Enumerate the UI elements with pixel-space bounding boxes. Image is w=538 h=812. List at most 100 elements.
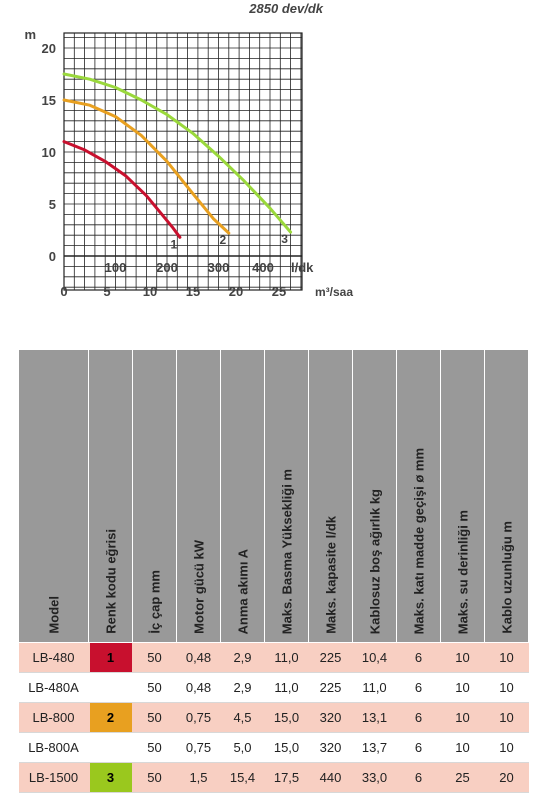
column-header-label: Maks. katı madde geçişi ø mm [411, 447, 426, 634]
cell-basma: 11,0 [264, 672, 309, 703]
cell-kati: 6 [396, 672, 441, 703]
column-header: Maks. su derinliği m [440, 349, 485, 643]
cell-derinlik: 10 [440, 672, 485, 703]
color-code-badge: 2 [89, 703, 132, 732]
cell-kapasite: 320 [308, 702, 353, 733]
series-curve-1 [62, 140, 182, 239]
color-code-badge: 3 [89, 763, 132, 792]
x-tick-label-lpm: 100 [105, 260, 127, 275]
cell-ic_cap: 50 [132, 732, 177, 763]
cell-model: LB-480A [18, 672, 89, 703]
cell-ic_cap: 50 [132, 702, 177, 733]
cell-model: LB-1500 [18, 762, 89, 793]
x-tick-label-m3h: 10 [143, 284, 157, 299]
table-row: LB-800A 50 0,75 5,0 15,0 320 13,7 6 10 10 [18, 732, 529, 763]
x-tick-label-m3h: 0 [60, 284, 67, 299]
x-tick-label-m3h: 20 [229, 284, 243, 299]
column-header: Maks. Basma Yüksekliği m [264, 349, 309, 643]
table-header-row: Model Renk kodu eğrisi İç çap mm Motor gücü… [18, 349, 529, 643]
cell-motor: 0,48 [176, 672, 221, 703]
x-tick-label-m3h: 5 [103, 284, 110, 299]
y-tick-label: 0 [49, 249, 56, 264]
column-header: Motor gücü kW [176, 349, 221, 643]
cell-basma: 11,0 [264, 642, 309, 673]
column-header-label: Motor gücü kW [191, 540, 206, 634]
x-tick-labels-lpm: 100 200 300 400 [105, 260, 274, 275]
cell-akim: 5,0 [220, 732, 265, 763]
cell-code: 2 [88, 702, 133, 733]
x-tick-label-m3h: 15 [186, 284, 200, 299]
y-tick-label: 5 [49, 197, 56, 212]
table-row: LB-480 1 50 0,48 2,9 11,0 225 10,4 6 10 10 [18, 642, 529, 673]
cell-ic_cap: 50 [132, 762, 177, 793]
cell-kapasite: 225 [308, 642, 353, 673]
table-row: LB-800 2 50 0,75 4,5 15,0 320 13,1 6 10 10 [18, 702, 529, 733]
column-header: İç çap mm [132, 349, 177, 643]
cell-akim: 2,9 [220, 672, 265, 703]
x-tick-label-lpm: 200 [156, 260, 178, 275]
column-header: Kablo uzunluğu m [484, 349, 529, 643]
series-label-3: 3 [281, 232, 288, 246]
x-tick-labels-m3h: 0 5 10 15 20 25 [60, 284, 286, 299]
column-header: Anma akımı A [220, 349, 265, 643]
cell-kablo: 10 [484, 642, 529, 673]
cell-agirlik: 11,0 [352, 672, 397, 703]
cell-kati: 6 [396, 732, 441, 763]
series-label-2: 2 [219, 233, 226, 247]
cell-model: LB-480 [18, 642, 89, 673]
cell-agirlik: 10,4 [352, 642, 397, 673]
chart-series: 1 2 3 [62, 72, 293, 251]
cell-kapasite: 440 [308, 762, 353, 793]
column-header: Kablosuz boş ağırlık kg [352, 349, 397, 643]
column-header-label: Maks. Basma Yüksekliği m [279, 468, 294, 634]
pump-spec-table: Model Renk kodu eğrisi İç çap mm Motor gücü… [18, 349, 529, 793]
chart-title: 2850 dev/dk [248, 1, 323, 16]
cell-derinlik: 10 [440, 642, 485, 673]
cell-derinlik: 10 [440, 732, 485, 763]
cell-agirlik: 13,1 [352, 702, 397, 733]
column-header-label: İç çap mm [147, 570, 162, 634]
cell-kablo: 20 [484, 762, 529, 793]
cell-kati: 6 [396, 702, 441, 733]
cell-akim: 4,5 [220, 702, 265, 733]
column-header-label: Renk kodu eğrisi [103, 529, 118, 634]
x-tick-label-lpm: 300 [208, 260, 230, 275]
cell-ic_cap: 50 [132, 672, 177, 703]
cell-code [88, 672, 133, 703]
cell-kati: 6 [396, 762, 441, 793]
series-label-1: 1 [171, 237, 178, 251]
y-tick-label: 15 [42, 93, 56, 108]
cell-akim: 2,9 [220, 642, 265, 673]
cell-motor: 0,48 [176, 642, 221, 673]
table-body: LB-480 1 50 0,48 2,9 11,0 225 10,4 6 10 10 LB-480A 5… [18, 642, 529, 793]
cell-motor: 0,75 [176, 702, 221, 733]
column-header: Model [18, 349, 89, 643]
cell-kablo: 10 [484, 732, 529, 763]
table-row: LB-480A 50 0,48 2,9 11,0 225 11,0 6 10 10 [18, 672, 529, 703]
cell-agirlik: 33,0 [352, 762, 397, 793]
x-tick-label-lpm: 400 [252, 260, 274, 275]
cell-derinlik: 10 [440, 702, 485, 733]
column-header-label: Kablosuz boş ağırlık kg [367, 488, 382, 634]
color-code-badge: 1 [89, 643, 132, 672]
cell-motor: 1,5 [176, 762, 221, 793]
column-header-label: Maks. kapasite l/dk [323, 516, 338, 634]
cell-agirlik: 13,7 [352, 732, 397, 763]
series-curve-3 [62, 72, 293, 234]
cell-basma: 15,0 [264, 732, 309, 763]
cell-kablo: 10 [484, 702, 529, 733]
cell-kapasite: 225 [308, 672, 353, 703]
x-axis-unit-lpm: l/dk [291, 260, 314, 275]
cell-basma: 15,0 [264, 702, 309, 733]
x-axis-unit-m3h: m³/saa [315, 285, 353, 299]
column-header: Maks. kapasite l/dk [308, 349, 353, 643]
y-tick-label: 20 [42, 41, 56, 56]
cell-model: LB-800A [18, 732, 89, 763]
cell-kati: 6 [396, 642, 441, 673]
chart-grid [63, 32, 303, 291]
cell-basma: 17,5 [264, 762, 309, 793]
column-header-label: Anma akımı A [235, 548, 250, 635]
cell-code: 1 [88, 642, 133, 673]
column-header: Maks. katı madde geçişi ø mm [396, 349, 441, 643]
